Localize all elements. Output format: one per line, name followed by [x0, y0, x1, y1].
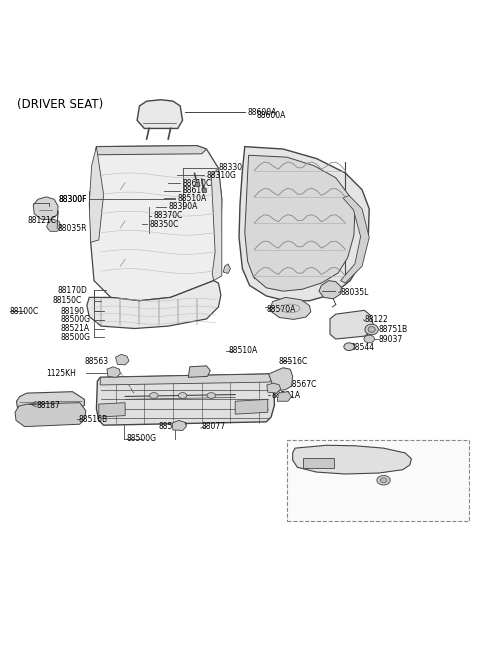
Text: 88504P: 88504P: [158, 422, 187, 431]
Text: 88122: 88122: [417, 459, 441, 468]
Polygon shape: [293, 445, 411, 474]
Polygon shape: [99, 403, 125, 417]
Text: 88100C: 88100C: [9, 307, 38, 316]
Polygon shape: [223, 264, 230, 273]
Text: 88035L: 88035L: [340, 288, 369, 297]
Ellipse shape: [150, 393, 158, 398]
Text: 88370C: 88370C: [154, 211, 183, 220]
Polygon shape: [96, 146, 206, 155]
Text: 89037: 89037: [379, 334, 403, 344]
Text: 88500G: 88500G: [60, 332, 91, 342]
Polygon shape: [33, 197, 58, 219]
Text: 88330: 88330: [218, 163, 242, 172]
Text: 1125KH: 1125KH: [46, 369, 76, 378]
Polygon shape: [269, 368, 293, 391]
Ellipse shape: [380, 478, 387, 483]
Polygon shape: [16, 392, 84, 412]
Text: 88121C: 88121C: [27, 216, 56, 225]
Text: 88751B: 88751B: [379, 325, 408, 334]
Polygon shape: [107, 367, 120, 377]
Text: 88610C: 88610C: [182, 179, 212, 187]
Text: 88510A: 88510A: [178, 194, 207, 203]
Text: 88563: 88563: [84, 357, 108, 365]
Text: 88077: 88077: [202, 422, 226, 431]
Text: 88300F: 88300F: [58, 194, 86, 204]
Polygon shape: [319, 281, 341, 299]
Bar: [303, 458, 334, 468]
Text: (DRIVER SEAT): (DRIVER SEAT): [17, 98, 104, 111]
Text: 88544: 88544: [350, 343, 374, 352]
Text: 88500G: 88500G: [60, 315, 91, 325]
Text: 88521A: 88521A: [271, 391, 300, 400]
Polygon shape: [270, 298, 311, 319]
Text: (W/POWER): (W/POWER): [300, 441, 344, 450]
Text: 88516C: 88516C: [278, 357, 308, 365]
Ellipse shape: [364, 335, 374, 343]
Text: 88510A: 88510A: [228, 346, 257, 355]
Text: 88150C: 88150C: [52, 296, 82, 306]
FancyBboxPatch shape: [287, 440, 469, 521]
Polygon shape: [245, 155, 355, 291]
Polygon shape: [116, 354, 129, 365]
Ellipse shape: [344, 343, 354, 351]
Text: 88610: 88610: [182, 186, 206, 195]
Polygon shape: [277, 392, 292, 401]
Text: 88350C: 88350C: [149, 219, 179, 229]
Polygon shape: [188, 366, 210, 377]
Ellipse shape: [368, 327, 375, 332]
Polygon shape: [267, 383, 281, 393]
Text: 88190: 88190: [60, 307, 84, 316]
Ellipse shape: [207, 393, 216, 398]
Polygon shape: [340, 195, 369, 283]
Text: 88567C: 88567C: [288, 380, 317, 388]
Text: 88390A: 88390A: [168, 202, 198, 212]
Text: 88170D: 88170D: [57, 286, 87, 295]
Ellipse shape: [365, 324, 378, 334]
Text: 88600A: 88600A: [247, 108, 276, 117]
Text: 88310G: 88310G: [206, 171, 236, 180]
Text: 88083: 88083: [417, 476, 441, 486]
Ellipse shape: [178, 393, 187, 398]
Polygon shape: [87, 281, 221, 328]
Text: 88500G: 88500G: [127, 434, 157, 443]
Polygon shape: [137, 100, 182, 128]
Text: 88300F: 88300F: [58, 194, 86, 204]
Text: 88600A: 88600A: [257, 111, 286, 120]
Text: 88516B: 88516B: [79, 415, 108, 424]
Text: 88122: 88122: [364, 315, 388, 325]
Text: 88035R: 88035R: [57, 224, 87, 233]
Polygon shape: [96, 374, 275, 425]
Polygon shape: [100, 374, 275, 385]
Text: 88570A: 88570A: [266, 305, 296, 314]
Polygon shape: [239, 147, 369, 301]
Text: 88521A: 88521A: [60, 324, 90, 333]
Polygon shape: [15, 403, 86, 426]
Ellipse shape: [377, 476, 390, 485]
Text: 88546C: 88546C: [331, 493, 360, 501]
Polygon shape: [89, 147, 104, 242]
Polygon shape: [235, 399, 268, 414]
Text: 88187: 88187: [36, 401, 60, 409]
Polygon shape: [91, 146, 222, 301]
Polygon shape: [330, 310, 373, 339]
Polygon shape: [211, 168, 222, 281]
Polygon shape: [47, 219, 61, 231]
Polygon shape: [172, 420, 186, 430]
